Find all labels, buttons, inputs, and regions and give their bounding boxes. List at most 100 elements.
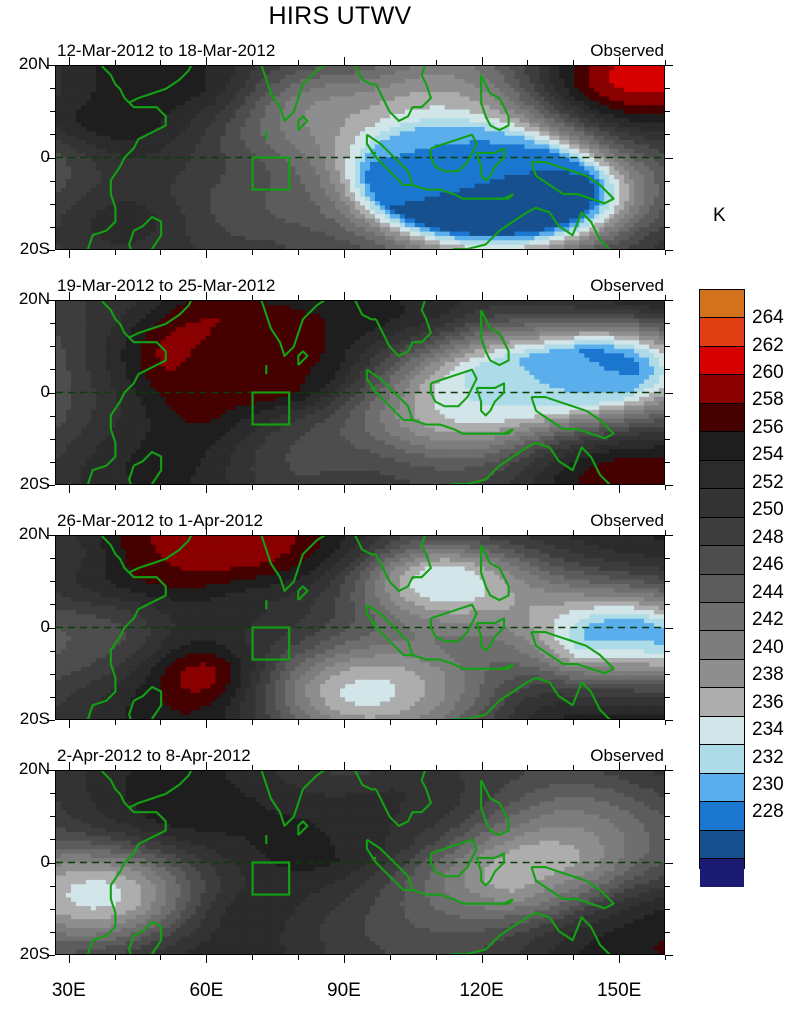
y-axis-minor-tick	[665, 581, 670, 583]
x-axis-tick	[481, 292, 483, 300]
y-axis-tick-label: 0	[2, 382, 50, 402]
y-axis-minor-tick	[50, 793, 55, 795]
y-axis-tick	[47, 720, 55, 721]
colorbar-swatch	[700, 459, 744, 489]
x-axis-minor-tick	[160, 485, 162, 490]
y-axis-minor-tick	[665, 369, 670, 371]
colorbar-tick-label: 240	[752, 637, 784, 659]
x-axis-tick	[68, 485, 70, 493]
y-axis-tick-label: 0	[2, 617, 50, 637]
x-axis-tick	[68, 762, 70, 770]
coastline	[260, 301, 377, 357]
y-axis-minor-tick	[665, 226, 670, 228]
y-axis-minor-tick	[50, 438, 55, 440]
y-axis-tick-label: 20S	[2, 944, 50, 964]
x-axis-minor-tick	[389, 720, 391, 725]
coastline	[260, 66, 377, 122]
y-axis-minor-tick	[665, 88, 670, 90]
coastline	[128, 771, 193, 809]
x-axis-tick	[206, 250, 208, 258]
x-axis-tick	[68, 955, 70, 963]
y-axis-tick	[47, 65, 55, 66]
colorbar-swatch	[700, 317, 744, 346]
x-axis-minor-tick	[527, 485, 529, 490]
x-axis-minor-tick	[114, 485, 116, 490]
y-axis-minor-tick	[50, 461, 55, 463]
map-plot-area	[55, 300, 665, 485]
coastline	[475, 852, 506, 887]
x-axis-minor-tick	[252, 955, 254, 960]
y-axis-minor-tick	[50, 226, 55, 228]
coastline	[452, 911, 611, 954]
y-axis-minor-tick	[50, 180, 55, 182]
x-axis-tick	[481, 720, 483, 728]
coastline	[429, 838, 478, 878]
region-box	[251, 391, 291, 426]
x-axis-tick	[206, 762, 208, 770]
y-axis-tick	[665, 770, 673, 771]
colorbar-tick-label: 230	[752, 774, 784, 796]
y-axis-tick	[665, 300, 673, 301]
y-axis-tick-label: 20N	[2, 759, 50, 779]
map-plot-area	[55, 65, 665, 250]
coastline	[128, 450, 163, 484]
y-axis-minor-tick	[50, 604, 55, 606]
x-axis-minor-tick	[252, 60, 254, 65]
coastline	[452, 206, 611, 249]
x-axis-minor-tick	[298, 530, 300, 535]
coastline	[128, 685, 163, 719]
coastline	[128, 920, 163, 954]
x-axis-tick	[481, 485, 483, 493]
y-axis-minor-tick	[50, 650, 55, 652]
colorbar-swatch	[700, 630, 744, 659]
colorbar-swatch	[700, 516, 744, 546]
y-axis-tick	[665, 157, 673, 159]
x-axis-tick	[619, 720, 621, 728]
x-axis-minor-tick	[114, 60, 116, 65]
x-axis-minor-tick	[527, 295, 529, 300]
coastline	[128, 301, 193, 339]
x-axis-minor-tick	[435, 765, 437, 770]
coastline	[475, 382, 506, 417]
x-axis-minor-tick	[114, 720, 116, 725]
x-axis-minor-tick	[527, 955, 529, 960]
coastline	[86, 536, 167, 719]
panel-source-label: Observed	[590, 41, 664, 61]
y-axis-minor-tick	[665, 203, 670, 205]
region-box	[251, 861, 291, 896]
y-axis-minor-tick	[50, 369, 55, 371]
map-panel: 26-Mar-2012 to 1-Apr-2012 Observed 20N 0 20S	[19, 511, 673, 728]
colorbar-tick-label: 242	[752, 609, 784, 631]
colorbar-tick-label: 264	[752, 307, 784, 329]
y-axis-minor-tick	[50, 839, 55, 841]
coastline	[297, 350, 309, 366]
coastline	[375, 536, 432, 592]
colorbar-swatch	[700, 715, 744, 745]
y-axis-minor-tick	[665, 415, 670, 417]
coastline	[297, 585, 309, 601]
colorbar-swatch	[700, 431, 744, 460]
x-axis-minor-tick	[573, 955, 575, 960]
colorbar-swatch	[700, 744, 744, 773]
colorbar-tick-label: 260	[752, 362, 784, 384]
x-axis-minor-tick	[665, 955, 666, 960]
coastline	[429, 368, 478, 408]
coastline	[480, 74, 510, 132]
colorbar-tick-label: 232	[752, 747, 784, 769]
colorbar-tick-label: 244	[752, 582, 784, 604]
y-axis-minor-tick	[665, 885, 670, 887]
coastline	[452, 441, 611, 484]
colorbar-swatch	[700, 829, 744, 859]
colorbar-swatch	[700, 801, 744, 830]
x-axis-minor-tick	[160, 720, 162, 725]
coastline	[297, 115, 309, 131]
y-axis-minor-tick	[665, 461, 670, 463]
x-axis-minor-tick	[573, 530, 575, 535]
y-axis-minor-tick	[665, 111, 670, 113]
coastline	[475, 147, 506, 182]
x-axis-tick	[619, 250, 621, 258]
x-axis-minor-tick	[160, 60, 162, 65]
x-axis-minor-tick	[573, 60, 575, 65]
x-axis-tick	[343, 292, 345, 300]
x-axis-tick-label: 120E	[459, 980, 503, 1002]
